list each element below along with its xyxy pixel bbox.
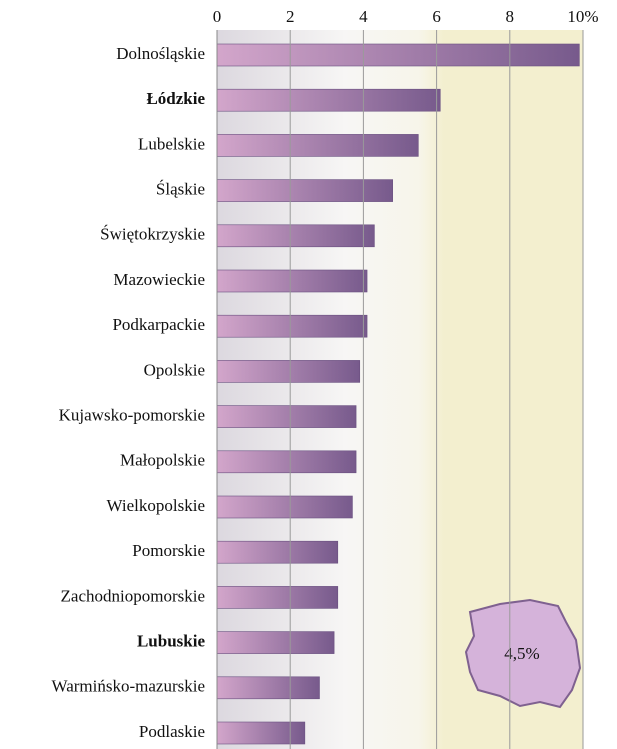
x-tick-label: 0 bbox=[213, 7, 222, 26]
bar bbox=[216, 631, 335, 654]
y-tick-label: Mazowieckie bbox=[113, 270, 205, 289]
x-tick-label: 2 bbox=[286, 7, 295, 26]
bar bbox=[216, 721, 306, 745]
y-tick-label: Pomorskie bbox=[132, 541, 205, 560]
bar bbox=[216, 676, 320, 700]
bar bbox=[216, 495, 353, 519]
x-tick-label: 4 bbox=[359, 7, 368, 26]
y-tick-label: Małopolskie bbox=[120, 451, 205, 470]
bar bbox=[216, 134, 419, 157]
bar bbox=[216, 450, 357, 474]
bar bbox=[216, 88, 441, 112]
bar bbox=[216, 360, 361, 383]
x-tick-label: 10% bbox=[567, 7, 598, 26]
y-tick-label: Lubelskie bbox=[138, 134, 205, 153]
poland-map bbox=[464, 598, 582, 709]
bar bbox=[216, 540, 339, 564]
bar bbox=[216, 314, 368, 338]
bar bbox=[216, 586, 339, 609]
y-tick-label: Zachodniopomorskie bbox=[61, 586, 205, 605]
y-tick-label: Świętokrzyskie bbox=[100, 225, 205, 244]
bar bbox=[216, 224, 375, 248]
y-tick-label: Lubuskie bbox=[137, 632, 205, 651]
y-tick-label: Wielkopolskie bbox=[107, 496, 205, 515]
y-tick-label: Warmińsko-mazurskie bbox=[52, 677, 205, 696]
bar bbox=[216, 43, 580, 67]
x-tick-label: 8 bbox=[506, 7, 515, 26]
y-tick-label: Kujawsko-pomorskie bbox=[59, 406, 205, 425]
y-tick-label: Śląskie bbox=[156, 180, 205, 199]
bar bbox=[216, 179, 393, 202]
x-tick-label: 6 bbox=[432, 7, 441, 26]
y-tick-label: Dolnośląskie bbox=[116, 44, 205, 63]
bar bbox=[216, 405, 357, 428]
y-tick-label: Podkarpackie bbox=[112, 315, 205, 334]
y-tick-label: Łódzkie bbox=[146, 89, 205, 108]
y-tick-label: Podlaskie bbox=[139, 722, 205, 741]
y-tick-label: Opolskie bbox=[144, 360, 205, 379]
annotation: 4,5% bbox=[504, 644, 539, 663]
bar bbox=[216, 269, 368, 293]
